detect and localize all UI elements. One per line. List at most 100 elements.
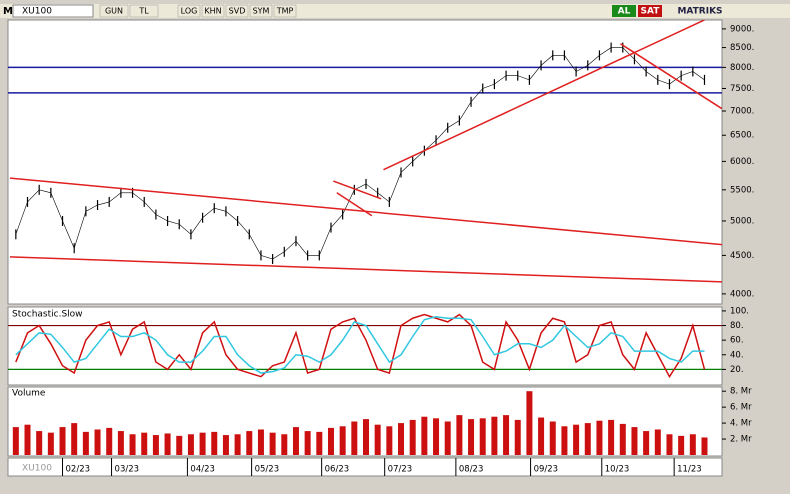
volume-bar [608, 419, 615, 455]
y-tick-label: 100. [730, 306, 749, 316]
x-tick-label: 06/23 [325, 465, 350, 475]
volume-bar [409, 419, 416, 455]
y-tick-label: 4500. [730, 251, 754, 261]
x-tick-label: 02/23 [66, 465, 91, 475]
volume-bar [292, 427, 299, 455]
toolbar-button[interactable] [201, 4, 225, 18]
volume-bar [666, 434, 673, 455]
toolbar-button-label: KHN [204, 7, 221, 16]
volume-bar [71, 423, 78, 455]
y-tick-label: 6000. [730, 157, 754, 167]
volume-bar [479, 418, 486, 455]
volume-bar [363, 419, 369, 455]
volume-bar [654, 429, 661, 455]
line [15, 47, 705, 260]
y-tick-label: 7000. [730, 107, 754, 117]
symbol-box[interactable] [12, 4, 94, 18]
y-tick-label: 7500. [730, 84, 754, 94]
trend-line [620, 43, 722, 110]
x-tick-label: 05/23 [255, 465, 279, 475]
y-tick-label: 20. [730, 365, 744, 375]
toolbar-button[interactable] [273, 4, 297, 18]
volume-bar [526, 391, 533, 455]
volume-bar [398, 423, 405, 455]
volume-bar [141, 432, 148, 455]
toolbar-button-label: GUN [105, 7, 123, 16]
volume-bar [176, 435, 183, 455]
line [15, 316, 705, 374]
volume-bar [468, 419, 475, 455]
x-tick-label: 09/23 [534, 465, 559, 475]
y-tick-label: 5500. [730, 185, 754, 195]
volume-bar [152, 435, 159, 455]
toolbar-button[interactable] [249, 4, 273, 18]
volume-bar [59, 427, 66, 455]
volume-bar [374, 424, 381, 455]
y-tick-label: 40. [730, 350, 744, 360]
volume-bar [164, 433, 171, 455]
volume-bar [444, 421, 451, 455]
x-tick-label: 10/23 [605, 465, 630, 475]
volume-bar [47, 432, 54, 455]
volume-bar [491, 416, 498, 455]
y-tick-label: 60. [730, 336, 744, 346]
volume-bar [538, 417, 545, 455]
menu[interactable]: M [3, 6, 13, 17]
x-tick-label: 03/23 [115, 465, 140, 475]
volume-bar [689, 434, 696, 455]
y-tick-label: 6500. [730, 131, 754, 141]
toolbar-button[interactable] [129, 4, 159, 18]
price-panel [7, 19, 723, 305]
volume-bar [187, 434, 194, 455]
volume-bar [82, 431, 89, 455]
volume-bar [514, 419, 521, 455]
y-tick-label: 80. [730, 321, 744, 331]
toolbar-button-label: SYM [253, 7, 270, 16]
volume-bar [503, 415, 510, 455]
x-tick-label: 04/23 [190, 465, 215, 475]
volume-bar [257, 429, 264, 455]
volume-bar [678, 435, 685, 455]
brand: MATRIKS [677, 7, 722, 17]
toolbar-button-label: LOG [181, 7, 198, 16]
volume-bar [561, 426, 568, 455]
volume-bar [351, 421, 358, 455]
volume-bar [234, 434, 241, 455]
volume-bar [94, 429, 101, 455]
volume-bar [701, 437, 708, 455]
volume-bar [117, 431, 124, 455]
volume-bar [129, 434, 136, 455]
volume-bar [12, 427, 19, 455]
y-tick-label: 6. Mr [730, 403, 752, 413]
y-tick-label: 8000. [730, 63, 754, 73]
y-tick-label: 8500. [730, 43, 754, 53]
toolbar-button-label: SVD [229, 7, 246, 16]
volume-bar [433, 418, 440, 455]
volume-bar [549, 421, 556, 455]
toolbar-button[interactable] [99, 4, 129, 18]
y-tick-label: 9000. [730, 24, 754, 34]
toolbar-button[interactable] [225, 4, 249, 18]
volume-bar [643, 431, 650, 455]
volume-bar [573, 424, 580, 455]
buy-label: AL [618, 7, 631, 17]
volume-bar [106, 427, 113, 455]
stoch-panel [7, 306, 723, 386]
symbol: XU100 [22, 7, 52, 17]
toolbar-button-label: TL [138, 7, 149, 16]
sell-button[interactable] [638, 5, 662, 17]
volume-bar [304, 431, 311, 455]
trend-line [333, 180, 382, 200]
buy-button[interactable] [612, 5, 636, 17]
stoch-title: Stochastic.Slow [12, 310, 83, 320]
toolbar-button[interactable] [177, 4, 201, 18]
volume-bar [24, 424, 31, 455]
y-tick-label: 2. Mr [730, 435, 752, 445]
volume-bar [421, 416, 428, 455]
volume-bar [456, 415, 463, 455]
x-tick-label: 08/23 [459, 465, 484, 475]
volume-bar [199, 432, 206, 455]
y-tick-label: 8. Mr [730, 387, 752, 397]
x-tick-label: 11/23 [677, 465, 702, 475]
